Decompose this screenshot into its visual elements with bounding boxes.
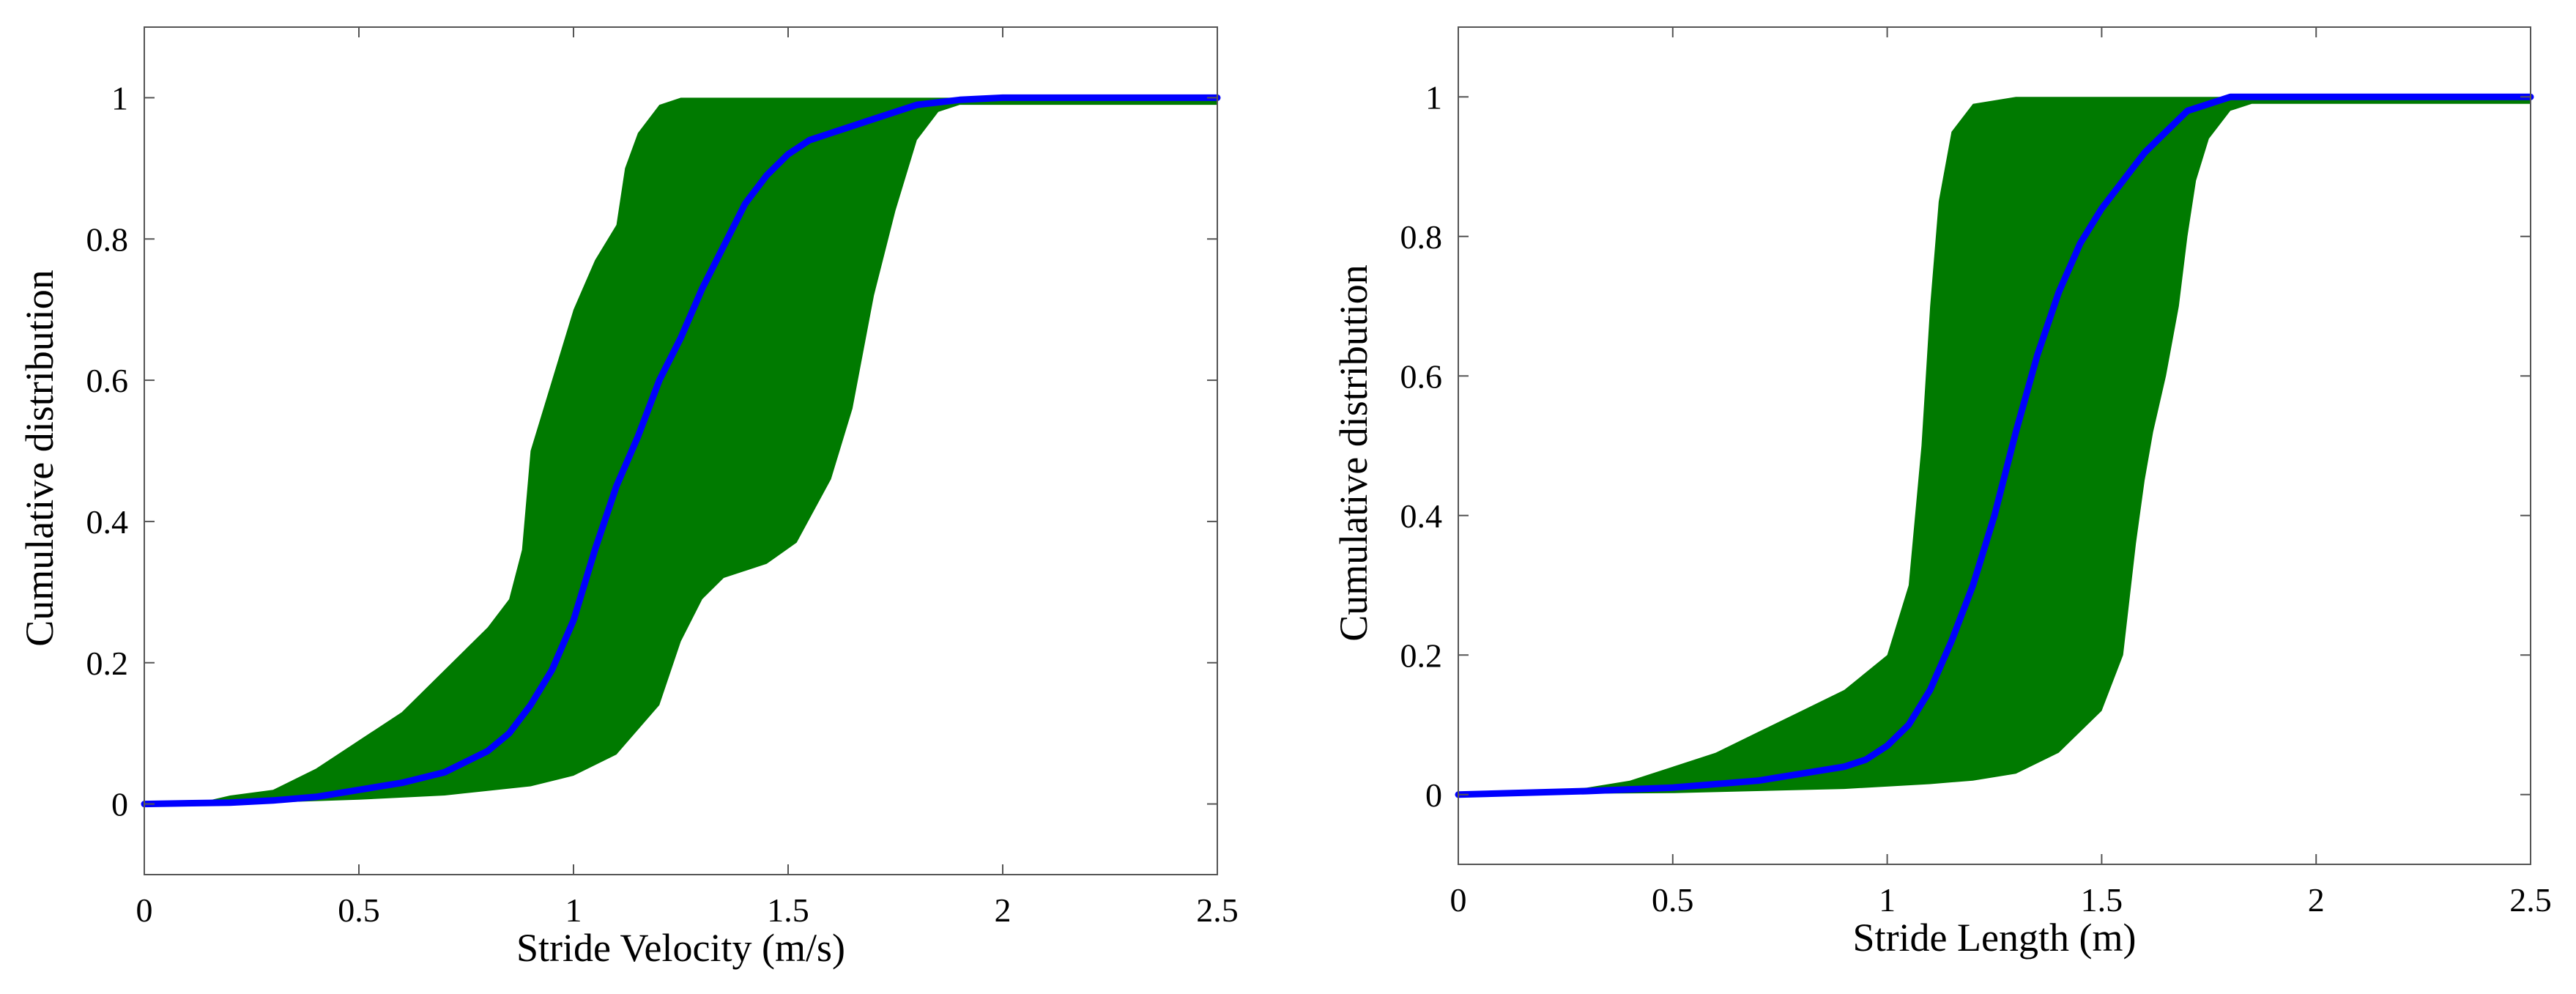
x-tick-label: 0 bbox=[136, 891, 153, 929]
y-tick-label: 0.6 bbox=[1400, 357, 1443, 395]
x-tick-label: 0.5 bbox=[338, 891, 380, 929]
y-tick-label: 0.2 bbox=[86, 645, 129, 682]
y-tick-label: 0 bbox=[1425, 776, 1442, 814]
x-tick-label: 2 bbox=[2308, 881, 2325, 919]
y-tick-label: 0.8 bbox=[1400, 218, 1443, 256]
confidence-band bbox=[144, 97, 1217, 804]
x-tick-label: 1.5 bbox=[767, 891, 809, 929]
x-tick-label: 1 bbox=[1879, 881, 1896, 919]
x-axis-label: Stride Velocity (m/s) bbox=[516, 926, 845, 970]
y-axis-label: Cumulative distribution bbox=[1332, 264, 1376, 641]
y-tick-label: 0.8 bbox=[86, 220, 129, 258]
cdf-line-series-0 bbox=[141, 94, 1221, 808]
x-tick-label: 2.5 bbox=[1196, 891, 1239, 929]
y-tick-label: 1 bbox=[1425, 78, 1442, 116]
x-tick-label: 1 bbox=[565, 891, 582, 929]
confidence-band bbox=[1458, 97, 2531, 795]
axes-box bbox=[1458, 26, 2531, 865]
y-tick-label: 0.6 bbox=[86, 362, 129, 399]
x-tick-label: 0.5 bbox=[1652, 881, 1694, 919]
x-tick-label: 2.5 bbox=[2509, 881, 2552, 919]
x-tick-label: 1.5 bbox=[2081, 881, 2123, 919]
cdf-line-series-0 bbox=[1455, 93, 2534, 798]
y-axis-label: Cumulative distribution bbox=[18, 270, 62, 646]
x-tick-label: 2 bbox=[995, 891, 1012, 929]
y-tick-label: 0 bbox=[111, 786, 128, 823]
x-tick-label: 0 bbox=[1450, 881, 1467, 919]
y-tick-label: 0.4 bbox=[86, 503, 129, 541]
y-tick-label: 1 bbox=[111, 79, 128, 116]
x-axis-label: Stride Length (m) bbox=[1853, 916, 2137, 960]
y-tick-label: 0.4 bbox=[1400, 497, 1443, 535]
y-tick-label: 0.2 bbox=[1400, 637, 1443, 674]
axes-box bbox=[144, 26, 1218, 875]
